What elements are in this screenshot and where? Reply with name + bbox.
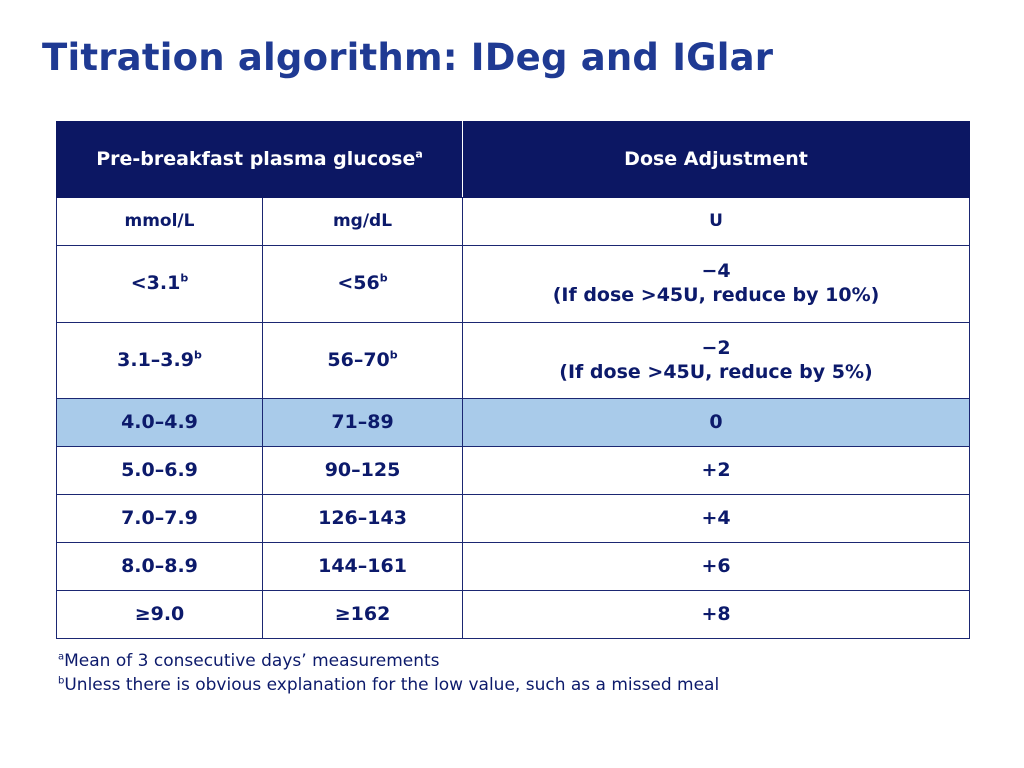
glucose-header-cell: Pre-breakfast plasma glucosea — [55, 121, 464, 198]
glucose-header-label: Pre-breakfast plasma glucose — [96, 147, 416, 170]
table-row-highlighted: 4.0–4.9 71–89 0 — [56, 398, 971, 447]
mgdl-value: 56–70 — [327, 348, 390, 371]
table-row: 7.0–7.9 126–143 +4 — [56, 494, 971, 543]
footnote-marker-a: a — [415, 147, 423, 161]
unit-mgdl: mg/dL — [261, 197, 464, 246]
footnote-b: bUnless there is obvious explanation for… — [58, 675, 719, 695]
mgdl-cell: 71–89 — [261, 398, 464, 447]
footnote-text: Mean of 3 consecutive days’ measurements — [64, 651, 440, 671]
dose-note: (If dose >45U, reduce by 5%) — [559, 360, 873, 383]
footnote-marker-b: b — [379, 271, 388, 285]
footnote-a: aMean of 3 consecutive days’ measurement… — [58, 651, 440, 671]
mgdl-cell: 90–125 — [261, 446, 464, 495]
footnote-marker-b: b — [389, 348, 398, 362]
mmol-cell: 4.0–4.9 — [56, 398, 263, 447]
dose-value: −2 — [701, 336, 731, 359]
mmol-cell: <3.1b — [56, 245, 263, 323]
titration-table: Pre-breakfast plasma glucosea Dose Adjus… — [55, 121, 971, 639]
dose-cell: +6 — [462, 542, 971, 591]
mmol-cell: ≥9.0 — [56, 590, 263, 639]
mmol-cell: 3.1–3.9b — [56, 322, 263, 399]
footnote-mark: b — [58, 675, 65, 687]
mmol-cell: 8.0–8.9 — [56, 542, 263, 591]
mgdl-cell: <56b — [261, 245, 464, 323]
mmol-cell: 7.0–7.9 — [56, 494, 263, 543]
table-header-row: Pre-breakfast plasma glucosea Dose Adjus… — [55, 121, 971, 198]
table-row: 8.0–8.9 144–161 +6 — [56, 542, 971, 591]
mgdl-cell: ≥162 — [261, 590, 464, 639]
table-row: <3.1b <56b −4 (If dose >45U, reduce by 1… — [56, 245, 971, 323]
mmol-value: <3.1 — [130, 272, 181, 295]
mgdl-value: <56 — [337, 272, 380, 295]
mmol-value: 3.1–3.9 — [117, 348, 194, 371]
footnote-marker-b: b — [180, 271, 189, 285]
dose-value: −4 — [701, 260, 731, 283]
footnote-mark: a — [58, 651, 65, 663]
dose-cell: +4 — [462, 494, 971, 543]
dose-cell: +2 — [462, 446, 971, 495]
units-row: mmol/L mg/dL U — [56, 197, 971, 246]
dose-header-label: Dose Adjustment — [624, 147, 808, 170]
dose-cell: +8 — [462, 590, 971, 639]
table-row: 5.0–6.9 90–125 +2 — [56, 446, 971, 495]
dose-cell: −4 (If dose >45U, reduce by 10%) — [462, 245, 971, 323]
dose-cell: −2 (If dose >45U, reduce by 5%) — [462, 322, 971, 399]
footnote-text: Unless there is obvious explanation for … — [64, 675, 720, 695]
dose-header-cell: Dose Adjustment — [462, 121, 971, 198]
mgdl-cell: 144–161 — [261, 542, 464, 591]
dose-cell: 0 — [462, 398, 971, 447]
mmol-cell: 5.0–6.9 — [56, 446, 263, 495]
table-row: 3.1–3.9b 56–70b −2 (If dose >45U, reduce… — [56, 322, 971, 399]
unit-mmol: mmol/L — [56, 197, 263, 246]
mgdl-cell: 56–70b — [261, 322, 464, 399]
table-row: ≥9.0 ≥162 +8 — [56, 590, 971, 639]
mgdl-cell: 126–143 — [261, 494, 464, 543]
unit-dose: U — [462, 197, 971, 246]
slide-title: Titration algorithm: IDeg and IGlar — [42, 36, 774, 79]
footnote-marker-b: b — [193, 348, 202, 362]
dose-note: (If dose >45U, reduce by 10%) — [552, 284, 880, 306]
